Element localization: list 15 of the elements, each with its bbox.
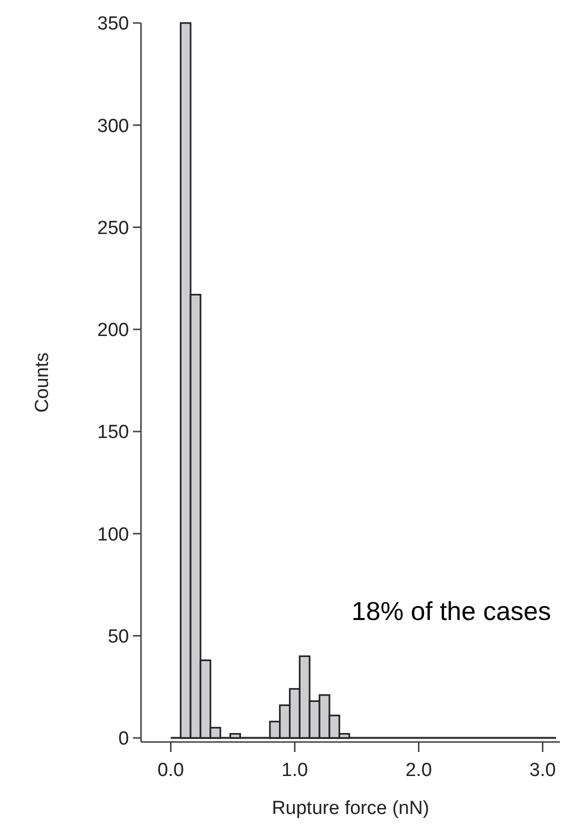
x-axis-title: Rupture force (nN) <box>272 798 430 819</box>
y-tick-label: 100 <box>97 524 129 546</box>
y-tick-label: 350 <box>97 14 129 35</box>
y-tick-label: 0 <box>118 728 129 750</box>
x-tick-label: 0.0 <box>158 760 184 781</box>
x-tick-label: 3.0 <box>529 760 556 781</box>
x-tick-label: 1.0 <box>282 760 308 781</box>
annotation: 18% of the cases <box>352 596 551 626</box>
y-tick-label: 200 <box>97 320 129 342</box>
y-tick-label: 250 <box>97 218 129 239</box>
y-axis-title: Counts <box>32 352 53 413</box>
x-tick-label: 2.0 <box>405 760 432 781</box>
y-tick-label: 150 <box>97 422 129 444</box>
y-tick-label: 300 <box>97 116 129 137</box>
y-tick-label: 50 <box>108 626 129 648</box>
